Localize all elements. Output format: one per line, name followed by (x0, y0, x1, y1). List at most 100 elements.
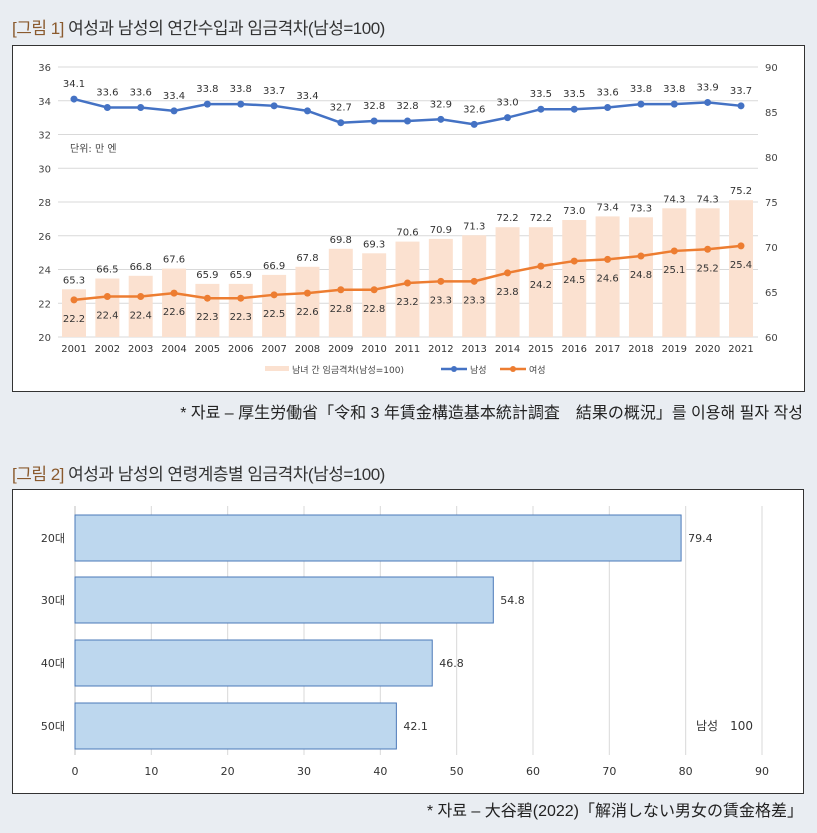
x-tick: 2008 (295, 344, 320, 355)
unit-note: 단위: 만 엔 (70, 142, 117, 155)
gap-bar-label: 66.9 (263, 261, 285, 272)
x-tick: 0 (72, 765, 79, 778)
y-left-tick: 26 (38, 232, 51, 243)
female-point (437, 277, 445, 285)
male-label: 33.7 (730, 86, 752, 97)
female-label: 22.3 (196, 312, 218, 323)
gap-bar-label: 66.5 (96, 265, 118, 276)
x-tick: 40 (373, 765, 387, 778)
x-tick: 2004 (161, 344, 186, 355)
x-tick: 2019 (662, 344, 687, 355)
gap-bar-label: 66.8 (130, 262, 152, 273)
x-tick: 70 (602, 765, 616, 778)
female-point (337, 286, 345, 294)
gap-bar (195, 283, 220, 337)
age-bar (74, 702, 397, 750)
gap-bar-label: 70.6 (396, 228, 418, 239)
female-point (670, 247, 678, 255)
female-label: 22.6 (296, 307, 318, 318)
female-point (470, 277, 478, 285)
gap-bar-label: 70.9 (430, 225, 452, 236)
male-point (103, 104, 111, 111)
x-tick: 2001 (61, 344, 86, 355)
male-label: 33.9 (697, 82, 719, 93)
gap-bar-label: 67.6 (163, 255, 185, 266)
legend-label-female: 여성 (529, 364, 546, 376)
x-tick: 2007 (261, 344, 286, 355)
gap-bar-label: 65.9 (196, 270, 218, 281)
chart1-frame: 20 22 24 26 28 30 32 34 36 60 65 70 75 80 85 90 65.3 66.5… (12, 45, 805, 392)
age-bar-label: 42.1 (403, 720, 428, 733)
female-label: 24.6 (596, 273, 618, 284)
y-left-tick: 32 (38, 131, 51, 142)
male-label: 33.0 (496, 98, 518, 109)
gap-bar-label: 73.0 (563, 206, 585, 217)
y-tick: 30대 (41, 594, 65, 607)
y-right-tick: 70 (765, 243, 778, 254)
age-bar (74, 639, 433, 687)
female-point (370, 286, 378, 294)
x-tick: 2015 (528, 344, 553, 355)
figure2-label: [그림 2] (12, 465, 64, 484)
gap-bar-label: 73.3 (630, 203, 652, 214)
male-label: 33.6 (96, 88, 118, 99)
gap-bar-label: 65.9 (230, 270, 252, 281)
y-right-tick: 90 (765, 63, 778, 74)
x-tick: 2017 (595, 344, 620, 355)
female-point (404, 279, 411, 287)
female-point (504, 269, 512, 277)
x-tick: 2012 (428, 344, 453, 355)
gap-bar-label: 72.2 (530, 213, 552, 224)
legend-marker-male (451, 366, 457, 372)
legend-marker-female (510, 366, 516, 372)
gap-bar-label: 65.3 (63, 275, 85, 286)
chart2-svg: 0 10 20 30 40 50 60 70 80 90 79.4 20대 54.8 30대 46.8 40대… (41, 506, 769, 778)
x-tick: 2011 (395, 344, 420, 355)
x-tick: 2009 (328, 344, 353, 355)
female-point (70, 296, 78, 304)
gap-bar (228, 283, 253, 337)
female-label: 22.2 (63, 314, 85, 325)
gap-bar (295, 266, 320, 337)
male-point (270, 102, 278, 110)
x-tick: 2005 (195, 344, 220, 355)
female-point (604, 255, 612, 263)
female-point (704, 245, 712, 253)
legend-swatch-gap (265, 366, 289, 371)
gap-bar (595, 216, 620, 337)
male-label: 33.5 (530, 89, 552, 100)
y-left-tick: 30 (38, 164, 51, 175)
gap-bar (262, 274, 287, 337)
x-tick: 30 (297, 765, 311, 778)
x-tick: 60 (526, 765, 540, 778)
gap-bar (729, 200, 753, 337)
x-tick: 2016 (562, 344, 587, 355)
female-point (103, 293, 111, 300)
female-point (570, 257, 578, 265)
male-label: 33.8 (196, 84, 218, 95)
y-tick: 50대 (41, 720, 65, 733)
female-label: 25.4 (730, 260, 752, 271)
male-point (637, 100, 645, 108)
y-tick: 20대 (41, 532, 65, 545)
female-label: 22.4 (96, 311, 118, 322)
male-label: 32.7 (330, 103, 352, 114)
legend-label-gap: 남녀 간 임금격차(남성=100) (292, 364, 404, 376)
x-tick: 2018 (628, 344, 653, 355)
y-left-tick: 22 (38, 299, 51, 310)
female-label: 22.3 (230, 312, 252, 323)
male-label: 33.8 (230, 84, 252, 95)
age-bar-label: 54.8 (500, 594, 524, 607)
x-tick: 90 (755, 765, 769, 778)
male-point (737, 102, 745, 110)
female-point (270, 291, 278, 299)
male-label: 33.6 (596, 88, 618, 99)
female-label: 25.2 (697, 263, 719, 274)
age-bar-label: 46.8 (439, 657, 464, 670)
gap-bar-label: 74.3 (663, 194, 685, 205)
female-label: 23.3 (463, 295, 485, 306)
male-label: 34.1 (63, 79, 85, 90)
male-point (404, 117, 411, 125)
y-tick: 40대 (41, 657, 65, 670)
figure2-source: * 자료 – 大谷碧(2022)「解消しない男女の賃金格差」 (426, 803, 803, 820)
